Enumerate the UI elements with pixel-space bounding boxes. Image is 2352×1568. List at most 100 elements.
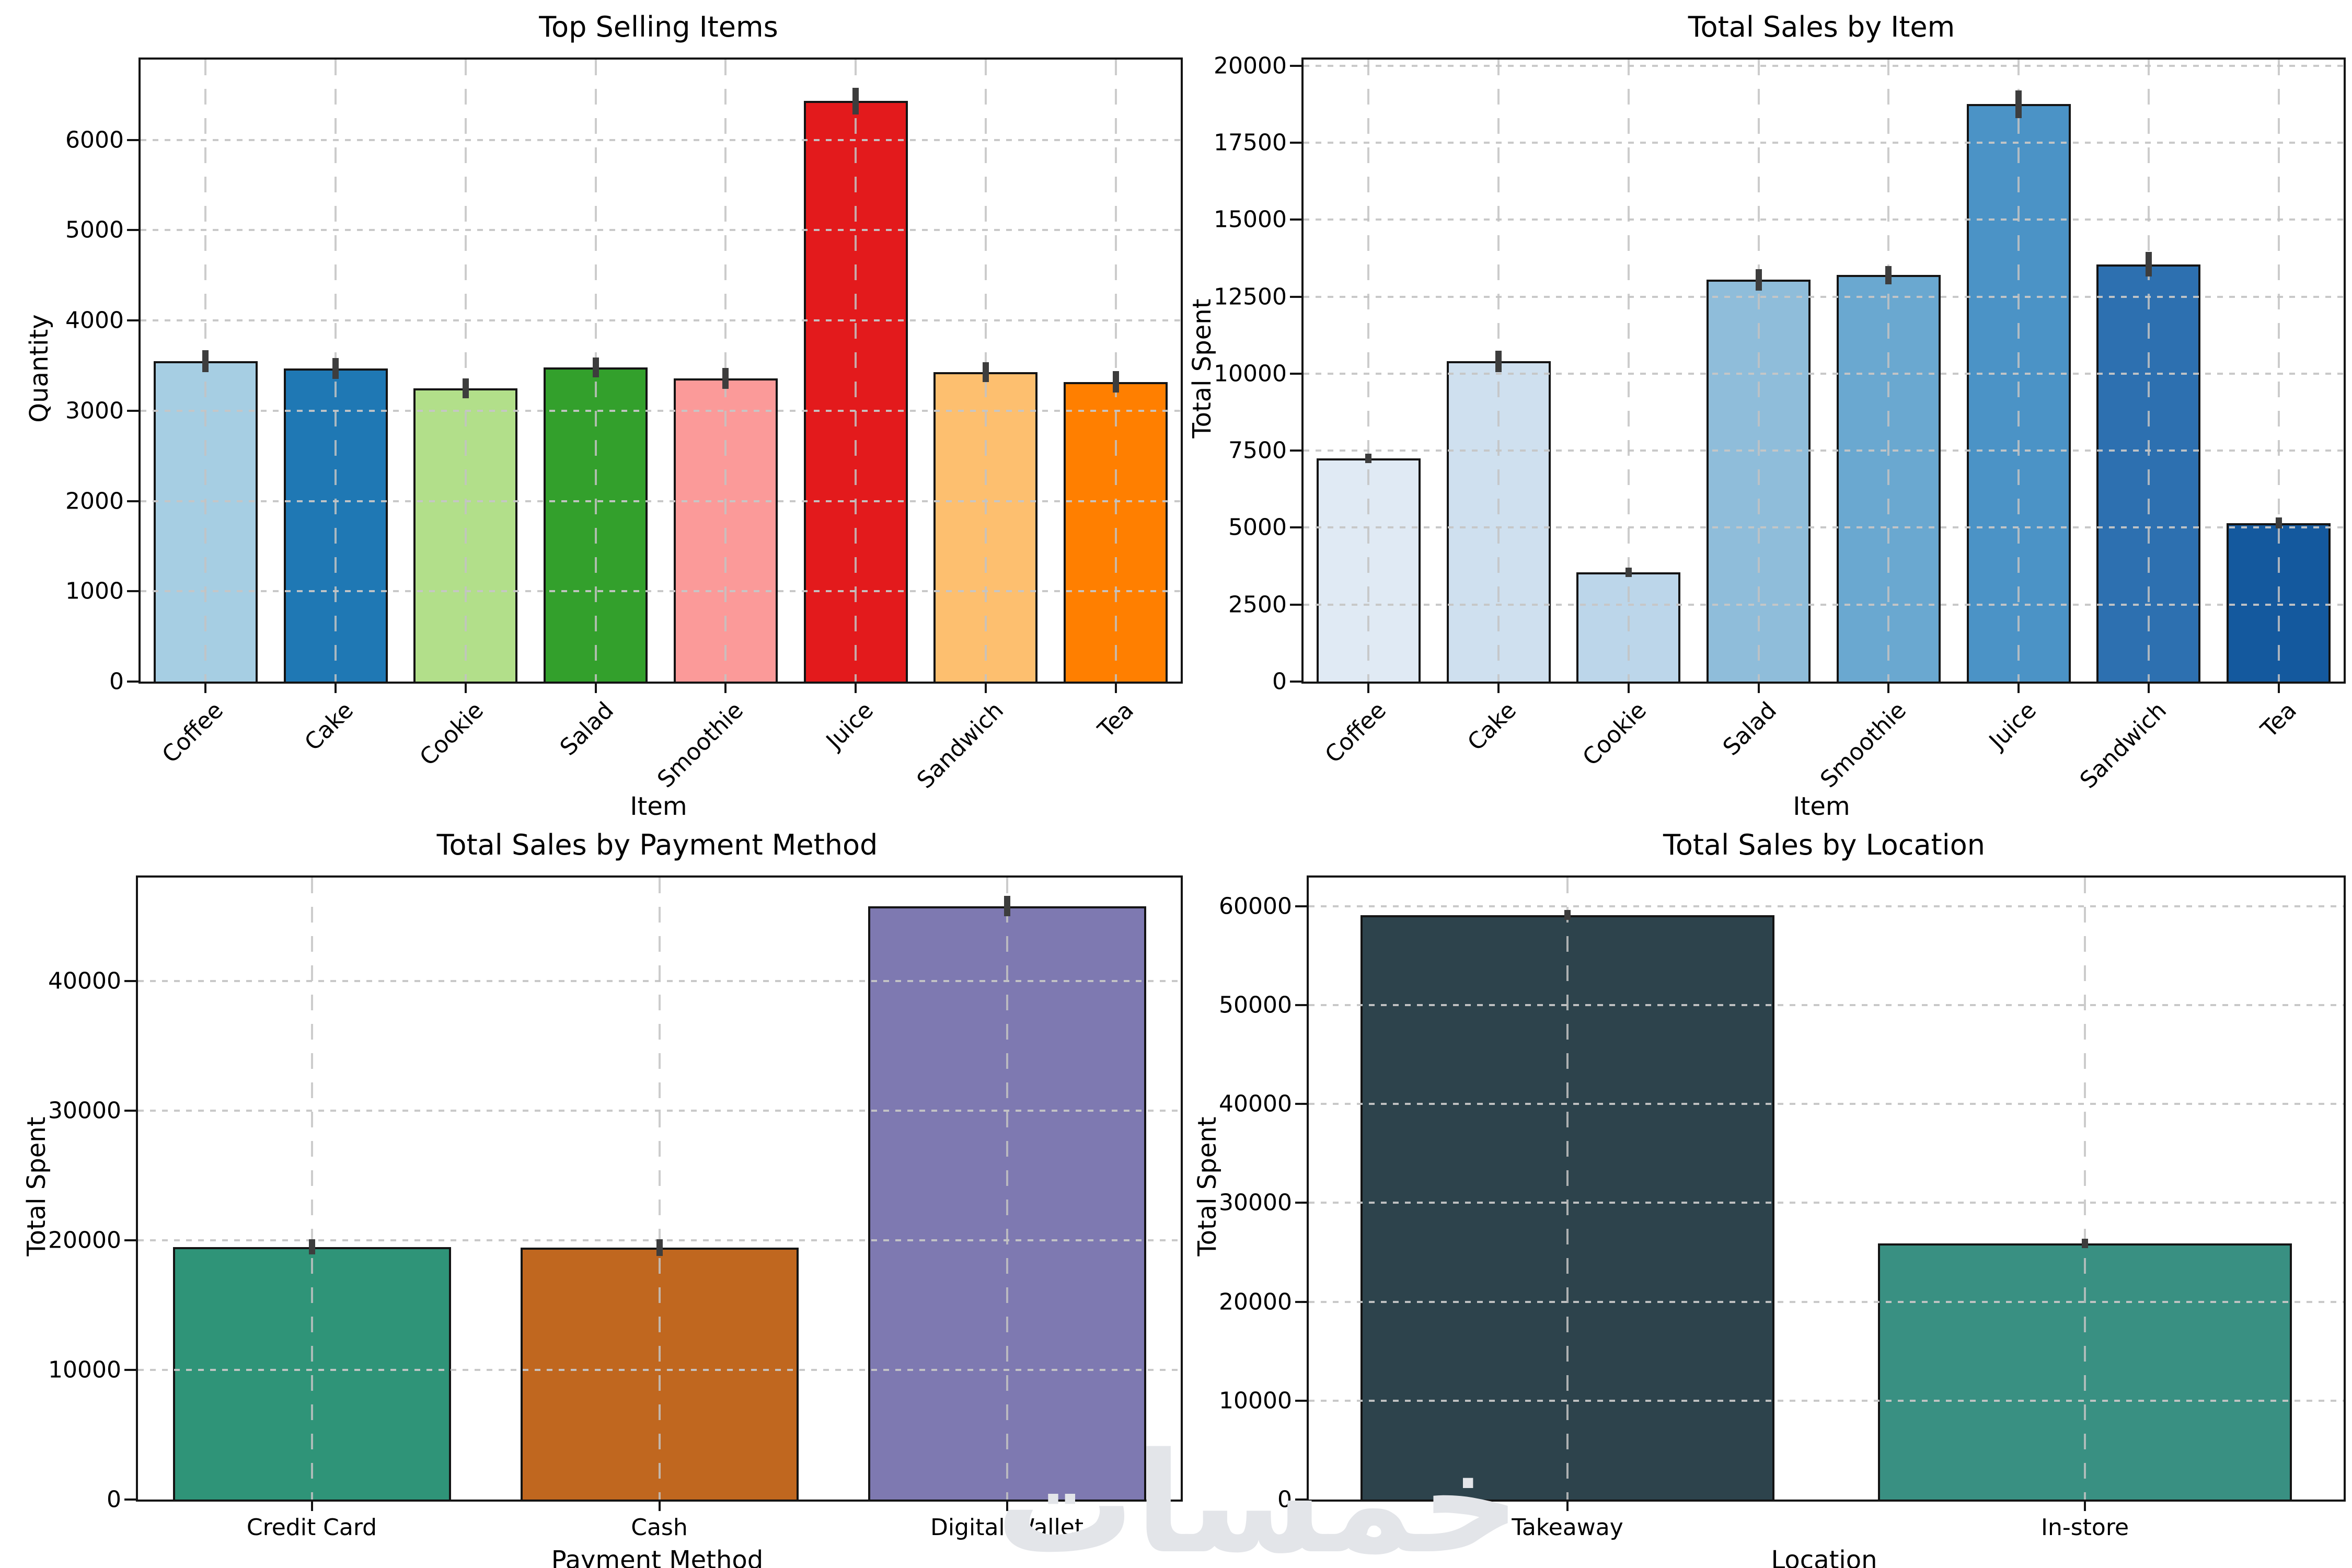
y-tick-mark [1290,218,1301,221]
gridline-vertical [724,60,727,682]
x-tick-label: Smoothie [1815,697,1912,793]
gridline-vertical [984,60,987,682]
y-axis-label: Total Spent [22,1116,51,1256]
x-tick-mark [2017,684,2020,693]
bar-coffee [1316,458,1421,682]
y-tick-label: 2000 [65,488,124,515]
bar-juice [1966,104,2071,682]
y-tick-mark [1290,372,1301,375]
gridline-vertical [1566,878,1569,1500]
x-tick-label: Credit Card [246,1514,377,1541]
y-tick-mark [124,1498,136,1501]
x-tick-mark [1497,684,1500,693]
x-tick-label: Juice [821,697,879,755]
x-tick-label: Sandwich [2074,697,2172,794]
bar-credit-card [172,1247,451,1500]
bar-cash [520,1247,799,1500]
gridline-horizontal [138,1239,1181,1242]
gridline-vertical [2017,60,2020,682]
x-tick-mark [855,684,857,693]
gridline-vertical [464,60,467,682]
error-bar [656,1239,663,1256]
error-bar [1495,350,1502,372]
y-axis-label: Total Spent [1187,298,1217,439]
y-tick-label: 0 [1272,668,1287,695]
y-tick-label: 10000 [1219,1387,1292,1414]
x-tick-mark [2084,1502,2086,1511]
gridline-horizontal [1304,449,2344,452]
y-tick-mark [1295,1004,1307,1007]
bar-coffee [153,361,258,682]
x-tick-mark [1887,684,1890,693]
bar-takeaway [1361,915,1774,1500]
gridline-horizontal [1304,64,2344,67]
gridline-vertical [310,878,313,1500]
gridline-horizontal [141,590,1181,593]
y-tick-label: 30000 [48,1097,121,1124]
plot-area: 0 1000 2000 3000 4000 5000 6000 Coffee Cake Cooki… [65,57,1183,794]
y-tick-label: 0 [107,1486,121,1513]
y-tick-label: 17500 [1214,129,1287,156]
chart-title: Total Sales by Payment Method [436,828,878,861]
gridline-horizontal [1304,603,2344,606]
y-tick-label: 10000 [48,1356,121,1383]
chart-title: Top Selling Items [539,10,778,43]
gridline-horizontal [1309,905,2344,907]
gridline-vertical [1114,60,1117,682]
gridline-vertical [2084,878,2086,1500]
x-tick-label: Cookie [1577,697,1652,771]
gridline-horizontal [1304,218,2344,221]
gridline-horizontal [141,500,1181,502]
y-tick-label: 6000 [65,126,124,154]
x-tick-mark [1367,684,1370,693]
y-tick-mark [127,681,139,683]
error-bar [1885,266,1892,285]
x-tick-mark [1757,684,1760,693]
bar-in-store [1878,1243,2292,1500]
y-tick-mark [127,229,139,232]
error-bar [2082,1239,2088,1248]
gridline-horizontal [1304,526,2344,529]
y-tick-label: 20000 [1214,52,1287,79]
bar-tea [1064,382,1168,682]
gridline-horizontal [141,409,1181,412]
gridline-horizontal [1304,372,2344,375]
gridline-vertical [594,60,597,682]
y-tick-mark [124,1110,136,1112]
y-tick-mark [1295,1300,1307,1303]
y-tick-label: 15000 [1214,206,1287,233]
y-tick-mark [1295,1103,1307,1105]
x-tick-mark [1566,1502,1569,1511]
y-tick-label: 40000 [1219,1090,1292,1117]
chart-title: Total Sales by Item [1688,10,1955,43]
y-tick-mark [1290,681,1301,683]
gridline-horizontal [138,1110,1181,1112]
error-bar [1564,910,1571,920]
error-bar [982,362,989,382]
gridline-vertical [1757,60,1760,682]
gridline-horizontal [141,139,1181,141]
y-tick-mark [127,319,139,322]
error-bar [2275,517,2282,529]
y-tick-label: 0 [109,668,124,695]
y-tick-mark [124,1239,136,1242]
x-tick-label: Takeaway [1512,1514,1623,1541]
bar-smoothie [1836,275,1941,682]
bar-sandwich [933,372,1038,682]
x-tick-label: Cash [631,1514,688,1541]
gridline-horizontal [138,980,1181,983]
y-tick-label: 60000 [1219,893,1292,920]
x-axis-label: Payment Method [551,1546,764,1568]
y-tick-mark [124,980,136,983]
error-bar [202,350,209,372]
gridline-horizontal [1309,1399,2344,1402]
gridline-vertical [658,878,661,1500]
error-bar [1755,269,1762,291]
gridline-horizontal [1304,295,2344,298]
y-tick-mark [1295,1399,1307,1402]
bar-cake [1446,361,1551,682]
y-tick-label: 30000 [1219,1189,1292,1216]
error-bar [308,1239,315,1255]
